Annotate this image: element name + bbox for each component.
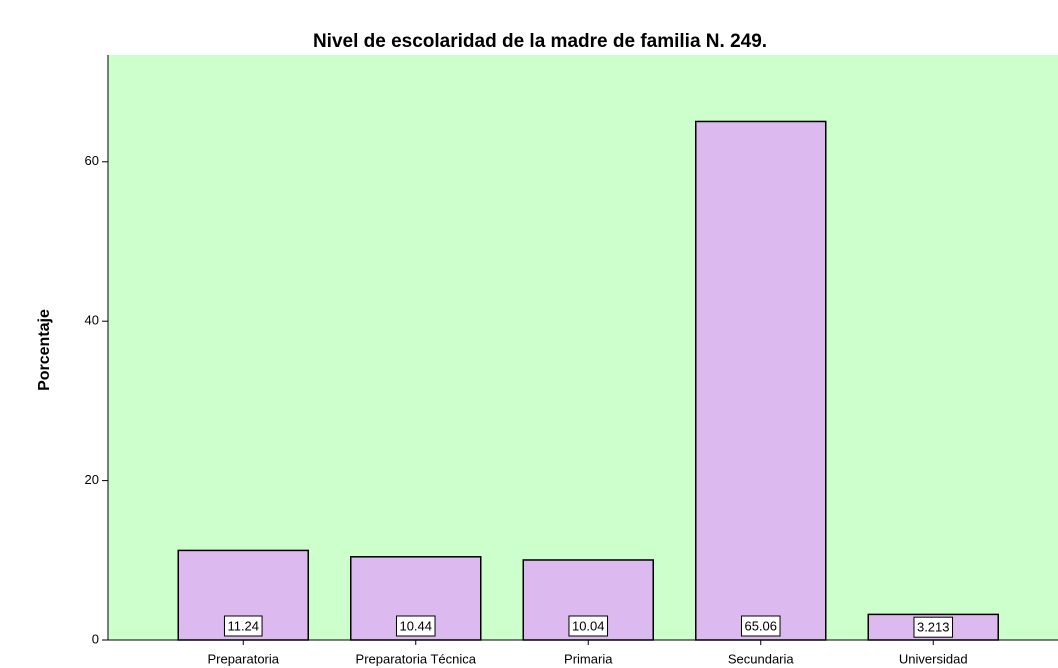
- y-tick-label: 0: [92, 631, 99, 646]
- x-tick-label: Preparatoria Técnica: [356, 651, 477, 666]
- y-axis-label: Porcentaje: [36, 309, 53, 391]
- bar: [695, 120, 827, 641]
- y-tick-label: 40: [85, 313, 99, 328]
- y-tick-label: 60: [85, 153, 99, 168]
- chart-title: Nivel de escolaridad de la madre de fami…: [313, 31, 767, 52]
- value-label-box: [740, 615, 781, 637]
- plot-area: [108, 55, 1058, 640]
- value-label: 10.44: [399, 618, 432, 633]
- value-label: 11.24: [227, 618, 259, 633]
- x-tick-label: Primaria: [564, 651, 613, 666]
- value-label: 3.213: [917, 620, 950, 635]
- x-tick-label: Secundaria: [728, 651, 795, 666]
- x-tick-label: Universidad: [899, 651, 968, 666]
- value-label-box: [223, 615, 263, 637]
- x-tick-label: Preparatoria: [207, 651, 279, 666]
- value-label: 10.04: [572, 618, 605, 633]
- value-label-box: [568, 615, 609, 637]
- value-label-box: [395, 615, 436, 637]
- value-label: 65.06: [744, 618, 777, 633]
- y-tick-label: 20: [85, 472, 99, 487]
- value-label-box: [913, 616, 954, 638]
